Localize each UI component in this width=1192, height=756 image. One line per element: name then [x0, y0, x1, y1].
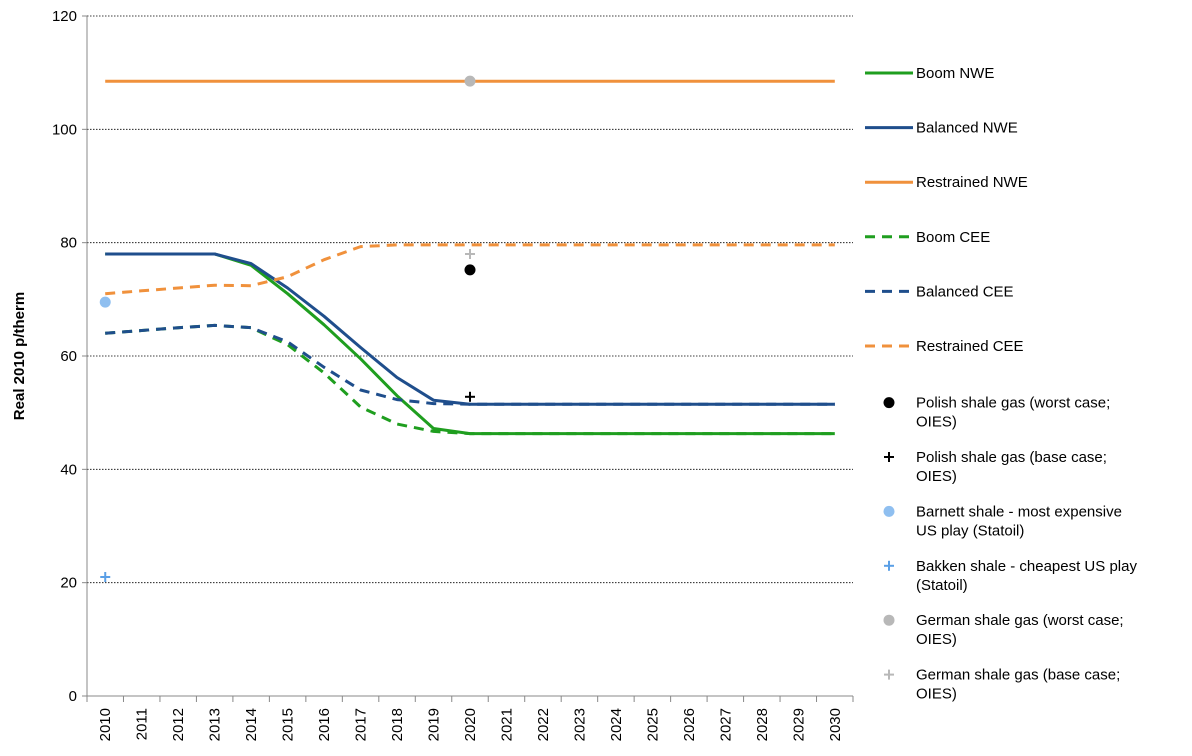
legend-item-german-shale-gas-worst-case-oies: German shale gas (worst case; OIES) [883, 612, 1124, 648]
legend-item-polish-shale-gas-worst-case-oies: Polish shale gas (worst case; OIES) [883, 395, 1110, 431]
y-tick-label: 100 [52, 121, 77, 138]
legend-marker [883, 614, 895, 626]
y-tick-label: 40 [60, 461, 77, 478]
y-tick-label: 120 [52, 8, 77, 25]
series-line-boom-nwe [105, 252, 835, 436]
legend-item-polish-shale-gas-base-case-oies: Polish shale gas (base case; OIES) [884, 449, 1107, 485]
x-tick-label: 2016 [316, 708, 333, 741]
series-line-restrained-cee [105, 243, 835, 296]
x-tick-label: 2030 [827, 708, 844, 741]
legend-marker [883, 505, 895, 517]
legend-item-barnett-shale-most-expensive-us-play-statoil: Barnett shale - most expensive US play (S… [883, 503, 1122, 539]
legend-label: German shale gas (worst case; [916, 612, 1124, 629]
point-bakken-shale-cheapest-us-play-statoil [100, 572, 111, 582]
legend-label: US play (Statoil) [916, 522, 1024, 539]
legend-label: Balanced CEE [916, 283, 1014, 300]
x-tick-label: 2021 [498, 708, 515, 741]
x-tick-label: 2020 [462, 708, 479, 741]
legend-item-boom-cee: Boom CEE [865, 229, 990, 246]
y-tick-labels: 0 20 40 60 80 100 120 [52, 8, 77, 705]
point-barnett-shale-most-expensive-us-play-statoil [99, 296, 111, 308]
legend-marker [884, 452, 894, 462]
legend-marker [884, 669, 894, 680]
legend-label: Polish shale gas (worst case; [916, 395, 1110, 412]
x-tick-label: 2028 [754, 708, 771, 741]
legend-item-german-shale-gas-base-case-oies: German shale gas (base case; OIES) [884, 667, 1120, 703]
x-tick-label: 2014 [243, 708, 260, 741]
legend-label: Bakken shale - cheapest US play [916, 558, 1137, 575]
legend-label: Balanced NWE [916, 120, 1018, 137]
x-tick-label: 2025 [644, 708, 661, 741]
legend-item-restrained-nwe: Restrained NWE [865, 174, 1028, 191]
axes [82, 15, 854, 702]
point-polish-shale-gas-base-case-oies [465, 391, 475, 402]
legend-label: Boom CEE [916, 229, 990, 246]
legend: Boom NWE Balanced NWE Restrained NWE Boom C… [865, 65, 1137, 703]
legend-item-bakken-shale-cheapest-us-play-statoil: Bakken shale - cheapest US play (Statoil) [884, 558, 1137, 594]
x-tick-label: 2019 [426, 708, 443, 741]
y-tick-label: 0 [69, 688, 77, 705]
x-tick-label: 2027 [717, 708, 734, 741]
x-tick-label: 2011 [134, 708, 151, 740]
legend-marker [883, 397, 895, 409]
legend-label: Restrained NWE [916, 174, 1028, 191]
point-polish-shale-gas-worst-case-oies [464, 264, 476, 276]
x-tick-labels: 2010 2011 2012 2013 2014 2015 2016 2017 2018 2019… [97, 708, 844, 741]
point-german-shale-gas-base-case-oies [465, 249, 475, 259]
y-tick-label: 20 [60, 575, 77, 592]
legend-item-balanced-nwe: Balanced NWE [865, 120, 1018, 137]
x-tick-label: 2026 [681, 708, 698, 741]
legend-marker [884, 560, 894, 571]
x-tick-label: 2015 [280, 708, 297, 741]
legend-label: Polish shale gas (base case; [916, 449, 1107, 466]
series-line-balanced-nwe [105, 252, 835, 406]
y-tick-label: 80 [60, 235, 77, 252]
legend-label: (Statoil) [916, 577, 968, 594]
x-tick-label: 2013 [207, 708, 224, 741]
legend-item-balanced-cee: Balanced CEE [865, 283, 1014, 300]
x-tick-label: 2024 [608, 708, 625, 741]
x-tick-label: 2017 [353, 708, 370, 741]
series-line-balanced-cee [105, 323, 835, 406]
x-tick-label: 2010 [97, 708, 114, 741]
point-german-shale-gas-worst-case-oies [464, 75, 476, 87]
legend-label: OIES) [916, 686, 957, 703]
y-tick-label: 60 [60, 348, 77, 365]
legend-label: OIES) [916, 414, 957, 431]
x-tick-label: 2022 [535, 708, 552, 741]
x-tick-label: 2023 [571, 708, 588, 741]
legend-item-boom-nwe: Boom NWE [865, 65, 994, 82]
x-tick-label: 2029 [790, 708, 807, 741]
legend-label: Barnett shale - most expensive [916, 503, 1122, 520]
legend-label: German shale gas (base case; [916, 667, 1120, 684]
legend-label: OIES) [916, 631, 957, 648]
legend-label: Restrained CEE [916, 338, 1024, 355]
data-points [99, 75, 476, 582]
x-tick-label: 2012 [170, 708, 187, 741]
series-line-boom-cee [105, 323, 835, 436]
x-tick-label: 2018 [389, 708, 406, 741]
gridlines [87, 15, 853, 584]
legend-label: Boom NWE [916, 65, 994, 82]
legend-label: OIES) [916, 468, 957, 485]
y-axis-label: Real 2010 p/therm [11, 292, 28, 420]
legend-item-restrained-cee: Restrained CEE [865, 338, 1024, 355]
